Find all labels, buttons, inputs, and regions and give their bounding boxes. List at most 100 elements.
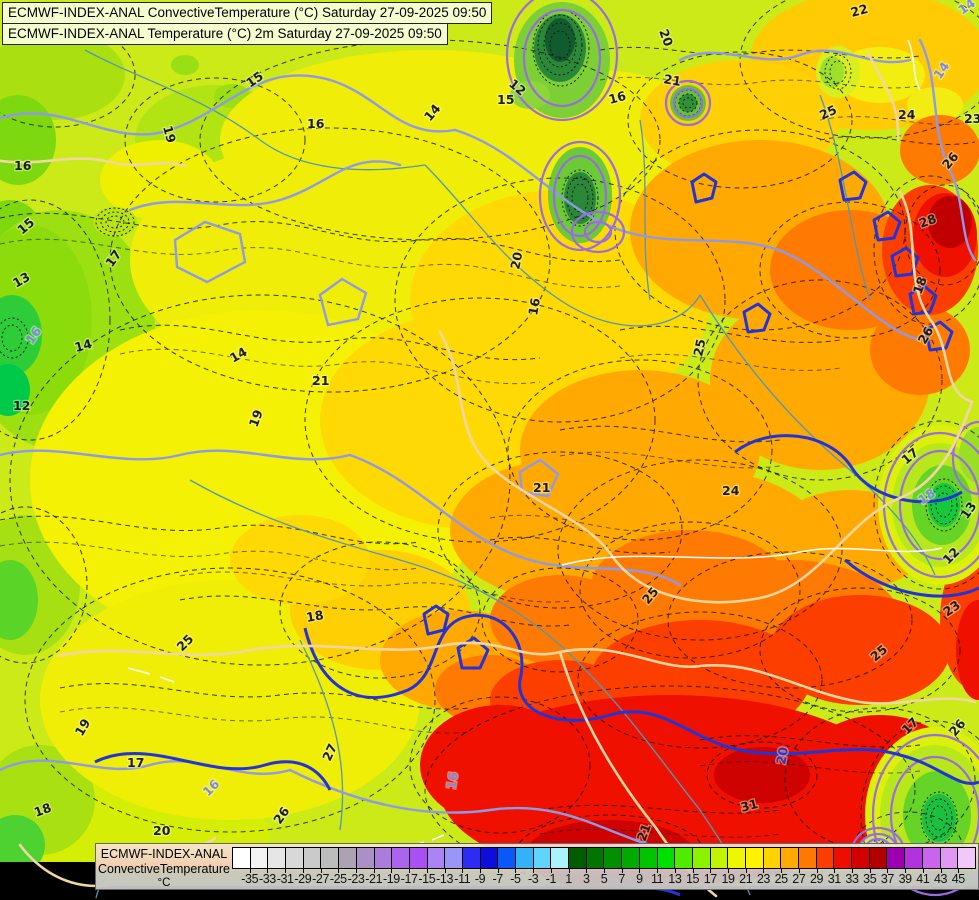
- colorbar-tick-value: 41: [916, 872, 930, 886]
- colorbar-tick-value: 7: [618, 872, 625, 886]
- contour-value-label: 18: [910, 275, 930, 296]
- contour-value-label: 21: [662, 71, 682, 89]
- colorbar-tick-value: -1: [545, 872, 557, 886]
- contour-value-label: 18: [32, 800, 53, 820]
- isolines-royal-blue: [94, 170, 979, 897]
- colorbar-tick-mark: [515, 868, 517, 873]
- colorbar-cell: [692, 848, 711, 868]
- colorbar-tick-mark: [426, 868, 428, 873]
- colorbar-tick-value: 39: [898, 872, 913, 886]
- colorbar-tick-mark: [338, 868, 340, 873]
- colorbar-cell: [657, 848, 676, 868]
- contour-value-label: 16: [525, 296, 543, 316]
- colorbar-tick-mark: [621, 868, 623, 873]
- colorbar-tick-value: 15: [686, 872, 700, 886]
- colorbar-tick-mark: [763, 868, 765, 873]
- contour-value-label: 25: [690, 337, 708, 357]
- colorbar-tick-mark: [728, 868, 729, 873]
- colorbar-tick-value: -31: [276, 872, 294, 886]
- colorbar-tick-value: -29: [294, 872, 312, 886]
- contour-value-label: 19: [160, 124, 179, 145]
- colorbar-tick-mark: [249, 868, 251, 873]
- map-title-convective-temperature: ECMWF-INDEX-ANAL ConvectiveTemperature (…: [2, 2, 493, 24]
- contour-value-label: 19: [246, 408, 266, 429]
- colorbar-tick-value: 29: [810, 872, 824, 886]
- contour-value-label: 16: [443, 770, 461, 790]
- contour-value-label: 20: [773, 745, 791, 765]
- colorbar-tick-value: 13: [668, 872, 682, 886]
- contour-value-label: 23: [964, 111, 979, 126]
- colorbar-tick-mark: [586, 868, 588, 873]
- colorbar-tick-value: -25: [329, 872, 347, 886]
- contour-value-label: 31: [739, 796, 760, 815]
- contour-value-label: 22: [849, 1, 870, 20]
- colorbar-tick-mark: [781, 868, 783, 873]
- colorbar-cell: [339, 848, 357, 868]
- colorbar-tick-mark: [320, 868, 322, 873]
- colorbar-cell: [427, 848, 446, 868]
- colorbar-tick-mark: [745, 868, 747, 873]
- colorbar-tick-value: -13: [436, 872, 453, 886]
- colorbar-cell: [763, 848, 782, 868]
- colorbar-cell: [728, 848, 746, 868]
- colorbar-tick-value: -5: [510, 872, 521, 886]
- colorbar-tick-value: 9: [636, 872, 643, 886]
- contour-value-label: 18: [305, 607, 325, 625]
- colorbar-cell: [445, 848, 463, 868]
- colorbar-tick-mark: [958, 868, 960, 873]
- colorbar-cell: [551, 848, 570, 868]
- colorbar-cell: [905, 848, 923, 868]
- colorbar-cell: [268, 848, 287, 868]
- colorbar-tick-value: 3: [583, 872, 590, 886]
- colorbar-cell: [516, 848, 534, 868]
- colorbar-tick-mark: [462, 868, 464, 873]
- colorbar-tick-value: -15: [418, 872, 436, 886]
- colorbar-tick-value: 45: [951, 872, 966, 886]
- colorbar-tick-mark: [568, 868, 570, 873]
- contour-value-label: 20: [153, 823, 171, 838]
- colorbar-cell: [852, 848, 870, 868]
- colorbar-tick-value: -35: [241, 872, 259, 886]
- colorbar-tick-mark: [302, 868, 304, 873]
- legend-units-label: °C: [157, 877, 171, 889]
- legend-product-label: ECMWF-INDEX-ANAL: [100, 847, 228, 861]
- colorbar-tick-value: 23: [756, 872, 771, 886]
- colorbar-cell: [409, 848, 428, 868]
- colorbar-tick-mark: [887, 868, 889, 873]
- colorbar-tick-mark: [940, 868, 942, 873]
- colorbar-tick-value: 17: [703, 872, 718, 886]
- colorbar-tick-mark: [851, 868, 853, 873]
- contour-value-label: 28: [917, 211, 938, 231]
- colorbar-tick-value: 27: [792, 872, 806, 886]
- legend-parameter-label: ConvectiveTemperature: [97, 862, 230, 876]
- colorbar-cell: [321, 848, 340, 868]
- contour-value-label: 15: [497, 92, 514, 107]
- contour-value-label: 20: [656, 27, 676, 49]
- colorbar-tick-mark: [816, 868, 818, 873]
- colorbar-tick-value: -23: [347, 872, 365, 886]
- colorbar-tick-mark: [533, 868, 535, 873]
- colorbar-tick-mark: [710, 868, 712, 873]
- colorbar-tick-mark: [922, 868, 924, 873]
- contour-value-label: 12: [13, 398, 30, 413]
- colorbar-cell: [834, 848, 853, 868]
- colorbar-tick-mark: [657, 868, 659, 873]
- colorbar-tick-value: 19: [721, 872, 735, 886]
- colorbar-cell: [569, 848, 587, 868]
- colorbar-cell: [799, 848, 817, 868]
- colorbar-tick-mark: [409, 868, 411, 873]
- colorbar-tick-value: 25: [774, 872, 789, 886]
- colorbar-cell: [586, 848, 605, 868]
- colorbar-cell: [622, 848, 640, 868]
- contour-value-label: 16: [14, 158, 32, 173]
- colorbar-cell: [710, 848, 729, 868]
- colorbar-tick-mark: [497, 868, 499, 873]
- colorbar-cell: [480, 848, 499, 868]
- legend-tick-labels: -35 -33 -31 -29 -27 -25 -23 -21 -19 -17 -15 -13 -11-…: [232, 868, 976, 887]
- colorbar-tick-mark: [285, 868, 287, 873]
- contour-value-label: 14: [73, 336, 94, 355]
- colorbar-tick-mark: [798, 868, 800, 873]
